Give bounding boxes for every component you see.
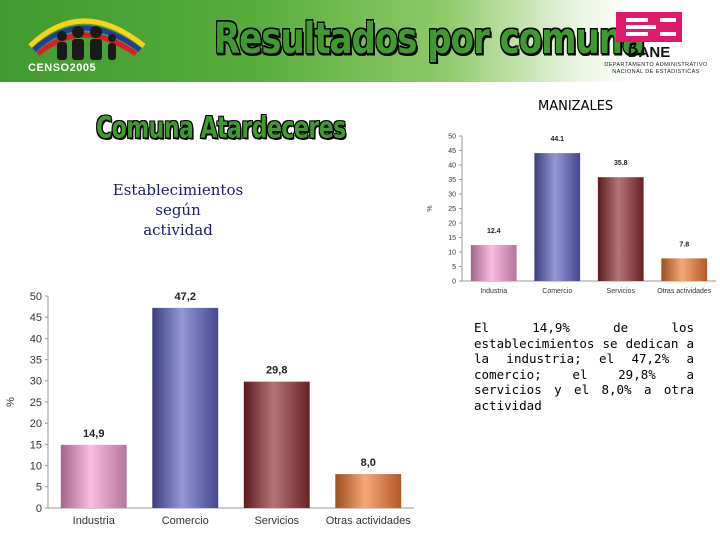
main-category-label: Industria — [73, 515, 116, 527]
small-y-tick-label: 45 — [448, 148, 456, 155]
main-data-label: 14,9 — [83, 428, 104, 440]
small-category-label: Servicios — [607, 288, 636, 295]
dane-subtitle-line1: DEPARTAMENTO ADMINISTRATIVO — [604, 62, 708, 68]
summary-paragraph: El 14,9% de los establecimientos se dedi… — [474, 320, 694, 413]
main-category-label: Servicios — [254, 515, 299, 527]
subtitle-line1: Establecimientos según — [112, 181, 244, 219]
small-data-label: 7.8 — [679, 241, 689, 248]
main-y-tick-label: 25 — [30, 397, 42, 409]
small-bar-2 — [597, 177, 644, 281]
main-y-tick-label: 45 — [30, 312, 42, 324]
small-y-tick-label: 20 — [448, 220, 456, 227]
main-bar-0 — [60, 444, 127, 508]
main-data-label: 29,8 — [266, 365, 287, 377]
main-y-tick-label: 40 — [30, 333, 42, 345]
dane-subtitle: DEPARTAMENTO ADMINISTRATIVO NACIONAL DE … — [600, 62, 712, 76]
small-y-tick-label: 0 — [452, 278, 456, 285]
main-y-tick-label: 5 — [36, 482, 42, 494]
main-y-axis-label: % — [5, 397, 17, 407]
city-label: MANIZALES — [538, 99, 614, 114]
main-y-tick-label: 20 — [30, 418, 42, 430]
main-y-tick-label: 10 — [30, 460, 42, 472]
small-y-tick-label: 25 — [448, 206, 456, 213]
small-data-label: 12.4 — [487, 228, 501, 235]
small-bar-1 — [534, 153, 581, 281]
small-category-label: Comercio — [542, 288, 572, 295]
main-data-label: 8,0 — [361, 457, 376, 469]
main-y-tick-label: 30 — [30, 376, 42, 388]
censo-family-logo — [28, 18, 146, 60]
main-category-label: Comercio — [162, 515, 209, 527]
main-y-tick-label: 50 — [30, 291, 42, 303]
small-category-label: Industria — [480, 288, 507, 295]
chart-manizales: 0 5 10 15 20 25 30 35 40 45 50% 12.4 Industria 44.1 Co… — [427, 133, 716, 295]
small-bar-0 — [470, 245, 517, 281]
comuna-title: Comuna Atardeceres — [96, 112, 346, 146]
main-data-label: 47,2 — [175, 291, 196, 303]
main-y-tick-label: 0 — [36, 503, 42, 515]
small-y-axis-label: % — [427, 205, 434, 211]
subtitle-line2: actividad — [143, 221, 213, 239]
small-y-tick-label: 30 — [448, 191, 456, 198]
small-y-tick-label: 35 — [448, 177, 456, 184]
small-y-tick-label: 50 — [448, 133, 456, 140]
dane-label: DANE — [628, 44, 671, 60]
small-y-tick-label: 5 — [452, 264, 456, 271]
main-y-tick-label: 35 — [30, 354, 42, 366]
chart-subtitle: Establecimientos según actividad — [88, 180, 268, 240]
main-bar-3 — [335, 474, 402, 508]
page-title: Resultados por comuna — [214, 14, 645, 64]
small-bar-3 — [661, 258, 708, 281]
small-y-tick-label: 15 — [448, 235, 456, 242]
main-bar-2 — [243, 381, 310, 508]
chart-comuna: 0 5 10 15 20 25 30 35 40 45 50% 14,9 Industria 47,2 Co… — [5, 291, 414, 527]
main-category-label: Otras actividades — [326, 515, 411, 527]
small-data-label: 35.8 — [614, 160, 628, 167]
censo-label: CENSO2005 — [28, 62, 97, 74]
main-bar-1 — [152, 307, 219, 508]
dane-logo: DANE — [616, 12, 682, 60]
dane-subtitle-line2: NACIONAL DE ESTADISTICAS — [612, 69, 700, 75]
small-category-label: Otras actividades — [657, 288, 712, 295]
small-y-tick-label: 10 — [448, 249, 456, 256]
main-y-tick-label: 15 — [30, 439, 42, 451]
small-y-tick-label: 40 — [448, 162, 456, 169]
small-data-label: 44.1 — [550, 136, 564, 143]
header-banner: CENSO2005 Resultados por comuna DANE DEP… — [0, 0, 720, 82]
